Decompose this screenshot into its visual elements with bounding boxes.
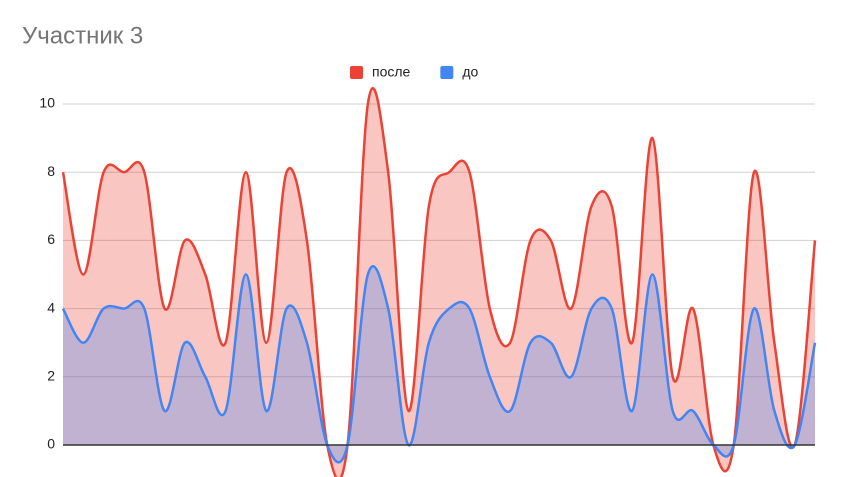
y-tick-label: 10 bbox=[39, 95, 55, 111]
area-line bbox=[61, 265, 817, 464]
y-tick-label: 8 bbox=[47, 163, 55, 179]
legend-label: до bbox=[462, 64, 478, 80]
y-tick-label: 4 bbox=[47, 299, 55, 315]
y-tick-label: 2 bbox=[47, 368, 55, 384]
legend-swatch bbox=[440, 66, 454, 79]
area-line bbox=[61, 87, 817, 477]
y-tick-label: 0 bbox=[47, 436, 55, 452]
chart-title: Участник 3 bbox=[22, 22, 143, 49]
area-fill bbox=[63, 88, 815, 477]
legend-label: после bbox=[372, 64, 411, 80]
y-tick-label: 6 bbox=[47, 231, 55, 247]
legend-swatch bbox=[350, 66, 363, 79]
area-fill bbox=[63, 266, 815, 463]
